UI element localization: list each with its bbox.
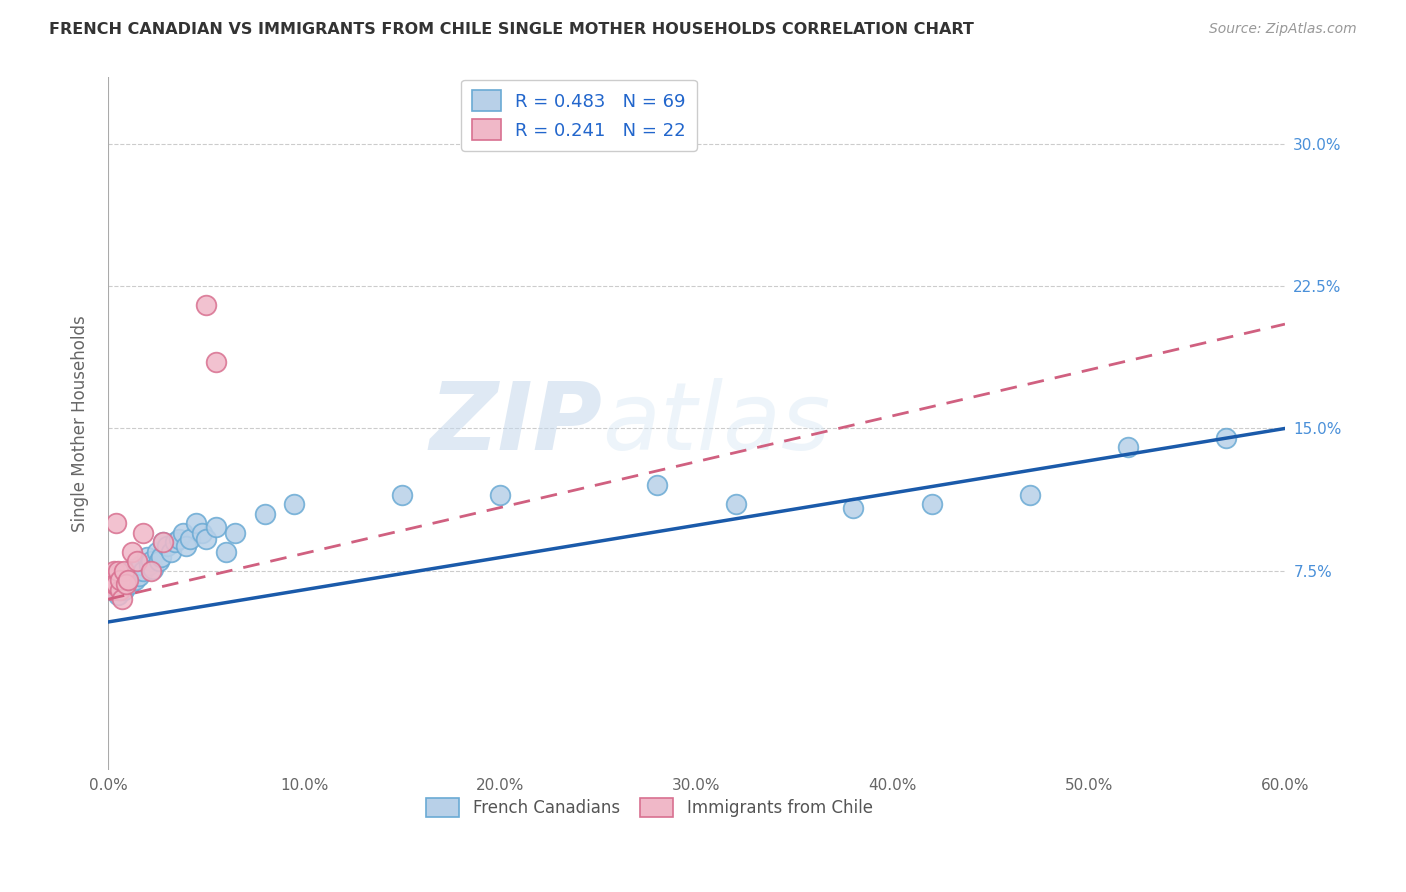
Point	[215, 545, 238, 559]
Point	[118, 577, 141, 591]
Point	[132, 525, 155, 540]
Point	[124, 574, 146, 588]
Point	[104, 577, 127, 591]
Point	[114, 569, 136, 583]
Point	[1215, 431, 1237, 445]
Point	[121, 545, 143, 559]
Point	[112, 582, 135, 597]
Point	[108, 582, 131, 597]
Point	[98, 569, 121, 583]
Point	[179, 532, 201, 546]
Point	[283, 497, 305, 511]
Point	[156, 539, 179, 553]
Point	[195, 298, 218, 312]
Point	[103, 574, 125, 588]
Point	[191, 525, 214, 540]
Point	[132, 564, 155, 578]
Point	[104, 574, 127, 588]
Point	[186, 516, 208, 531]
Point	[98, 569, 121, 583]
Point	[101, 582, 124, 597]
Point	[152, 535, 174, 549]
Point	[101, 582, 124, 597]
Point	[103, 577, 125, 591]
Point	[146, 545, 169, 559]
Point	[112, 574, 135, 588]
Point	[108, 574, 131, 588]
Point	[149, 550, 172, 565]
Point	[148, 554, 170, 568]
Point	[159, 545, 181, 559]
Point	[104, 577, 127, 591]
Point	[141, 564, 163, 578]
Point	[117, 574, 139, 588]
Point	[108, 582, 131, 597]
Point	[107, 589, 129, 603]
Point	[104, 567, 127, 582]
Point	[167, 532, 190, 546]
Point	[108, 574, 131, 588]
Point	[205, 355, 228, 369]
Text: atlas: atlas	[602, 378, 831, 469]
Point	[142, 562, 165, 576]
Point	[128, 569, 150, 583]
Point	[101, 567, 124, 582]
Point	[122, 562, 145, 576]
Point	[138, 558, 160, 572]
Point	[205, 520, 228, 534]
Point	[195, 532, 218, 546]
Point	[127, 554, 149, 568]
Text: ZIP: ZIP	[429, 377, 602, 470]
Point	[645, 478, 668, 492]
Point	[489, 488, 512, 502]
Point	[127, 564, 149, 578]
Point	[107, 574, 129, 588]
Y-axis label: Single Mother Households: Single Mother Households	[72, 316, 89, 533]
Point	[111, 569, 134, 583]
Point	[107, 582, 129, 597]
Point	[98, 577, 121, 591]
Point	[921, 497, 943, 511]
Point	[101, 574, 124, 588]
Point	[152, 535, 174, 549]
Point	[103, 582, 125, 597]
Point	[114, 577, 136, 591]
Point	[224, 525, 246, 540]
Point	[391, 488, 413, 502]
Point	[111, 577, 134, 591]
Point	[842, 501, 865, 516]
Point	[101, 574, 124, 588]
Point	[131, 558, 153, 572]
Point	[117, 574, 139, 588]
Point	[112, 564, 135, 578]
Point	[111, 592, 134, 607]
Text: Source: ZipAtlas.com: Source: ZipAtlas.com	[1209, 22, 1357, 37]
Point	[107, 569, 129, 583]
Point	[103, 564, 125, 578]
Point	[253, 507, 276, 521]
Point	[176, 539, 198, 553]
Text: FRENCH CANADIAN VS IMMIGRANTS FROM CHILE SINGLE MOTHER HOUSEHOLDS CORRELATION CH: FRENCH CANADIAN VS IMMIGRANTS FROM CHILE…	[49, 22, 974, 37]
Point	[117, 566, 139, 580]
Point	[724, 497, 747, 511]
Point	[104, 582, 127, 597]
Point	[163, 535, 186, 549]
Point	[172, 525, 194, 540]
Point	[108, 577, 131, 591]
Point	[136, 550, 159, 565]
Legend: French Canadians, Immigrants from Chile: French Canadians, Immigrants from Chile	[419, 791, 879, 824]
Point	[1116, 441, 1139, 455]
Point	[103, 577, 125, 591]
Point	[141, 554, 163, 568]
Point	[103, 569, 125, 583]
Point	[114, 577, 136, 591]
Point	[1019, 488, 1042, 502]
Point	[107, 564, 129, 578]
Point	[104, 516, 127, 531]
Point	[107, 579, 129, 593]
Point	[121, 569, 143, 583]
Point	[98, 577, 121, 591]
